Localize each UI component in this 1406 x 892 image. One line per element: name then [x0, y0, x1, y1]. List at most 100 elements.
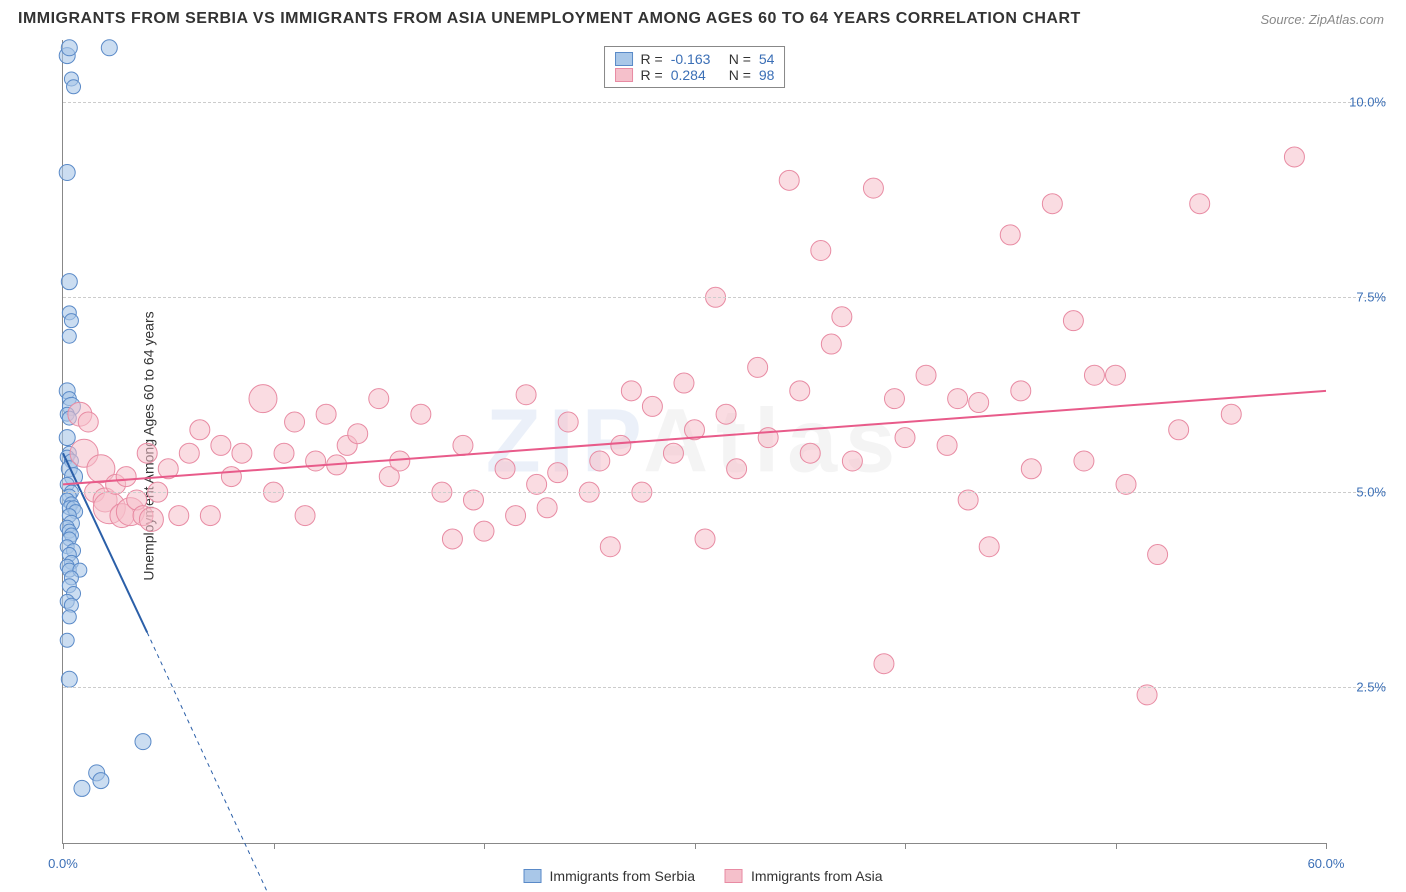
data-point [621, 381, 641, 401]
chart-title: IMMIGRANTS FROM SERBIA VS IMMIGRANTS FRO… [18, 10, 1081, 28]
legend-n-label: N = [729, 51, 751, 67]
data-point [695, 529, 715, 549]
data-point [811, 240, 831, 260]
y-tick-label: 5.0% [1336, 485, 1386, 500]
data-point [369, 389, 389, 409]
data-point [1284, 147, 1304, 167]
gridline [63, 492, 1386, 493]
data-point [800, 443, 820, 463]
data-point [727, 459, 747, 479]
x-tick [484, 843, 485, 849]
y-tick-label: 2.5% [1336, 680, 1386, 695]
data-point [779, 170, 799, 190]
data-point [548, 463, 568, 483]
data-point [137, 443, 157, 463]
data-point [61, 40, 77, 56]
data-point [1063, 311, 1083, 331]
data-point [179, 443, 199, 463]
legend-r-value: 0.284 [671, 67, 721, 83]
data-point [411, 404, 431, 424]
data-point [558, 412, 578, 432]
data-point [221, 467, 241, 487]
data-point [516, 385, 536, 405]
data-point [249, 385, 277, 413]
data-point [190, 420, 210, 440]
data-point [758, 428, 778, 448]
data-point [832, 307, 852, 327]
data-point [821, 334, 841, 354]
data-point [663, 443, 683, 463]
trend-line-dashed [147, 633, 273, 892]
data-point [1011, 381, 1031, 401]
data-point [93, 773, 109, 789]
data-point [59, 165, 75, 181]
x-tick-label: 60.0% [1308, 856, 1345, 871]
data-point [979, 537, 999, 557]
chart-svg [63, 40, 1326, 843]
data-point [295, 506, 315, 526]
x-tick [1326, 843, 1327, 849]
data-point [348, 424, 368, 444]
data-point [948, 389, 968, 409]
data-point [60, 633, 74, 647]
data-point [874, 654, 894, 674]
bottom-legend-item: Immigrants from Asia [725, 868, 882, 884]
legend-n-label: N = [729, 67, 751, 83]
legend-swatch [615, 52, 633, 66]
data-point [674, 373, 694, 393]
data-point [611, 435, 631, 455]
bottom-legend-item: Immigrants from Serbia [524, 868, 695, 884]
data-point [1084, 365, 1104, 385]
legend-r-label: R = [641, 67, 663, 83]
x-tick-label: 0.0% [48, 856, 78, 871]
data-point [316, 404, 336, 424]
stats-legend: R =-0.163N =54R =0.284N =98 [604, 46, 786, 88]
data-point [1074, 451, 1094, 471]
data-point [642, 396, 662, 416]
data-point [884, 389, 904, 409]
data-point [306, 451, 326, 471]
data-point [1106, 365, 1126, 385]
legend-swatch [615, 68, 633, 82]
data-point [790, 381, 810, 401]
x-tick [63, 843, 64, 849]
legend-swatch [725, 869, 743, 883]
legend-n-value: 54 [759, 51, 775, 67]
data-point [274, 443, 294, 463]
data-point [61, 274, 77, 290]
data-point [169, 506, 189, 526]
data-point [200, 506, 220, 526]
legend-series-label: Immigrants from Asia [751, 868, 882, 884]
data-point [101, 40, 117, 56]
data-point [61, 671, 77, 687]
data-point [895, 428, 915, 448]
data-point [1021, 459, 1041, 479]
data-point [863, 178, 883, 198]
data-point [748, 357, 768, 377]
data-point [1000, 225, 1020, 245]
data-point [285, 412, 305, 432]
x-tick [1116, 843, 1117, 849]
data-point [716, 404, 736, 424]
x-tick [905, 843, 906, 849]
data-point [916, 365, 936, 385]
y-tick-label: 10.0% [1336, 95, 1386, 110]
data-point [937, 435, 957, 455]
x-tick [695, 843, 696, 849]
data-point [1221, 404, 1241, 424]
data-point [232, 443, 252, 463]
data-point [135, 734, 151, 750]
legend-row: R =-0.163N =54 [615, 51, 775, 67]
legend-n-value: 98 [759, 67, 775, 83]
x-tick [274, 843, 275, 849]
data-point [495, 459, 515, 479]
data-point [59, 430, 75, 446]
bottom-legend: Immigrants from Serbia Immigrants from As… [524, 868, 883, 884]
data-point [64, 314, 78, 328]
data-point [62, 329, 76, 343]
data-point [842, 451, 862, 471]
data-point [600, 537, 620, 557]
legend-row: R = 0.284 N = 98 [615, 67, 775, 83]
gridline [63, 297, 1386, 298]
data-point [453, 435, 473, 455]
